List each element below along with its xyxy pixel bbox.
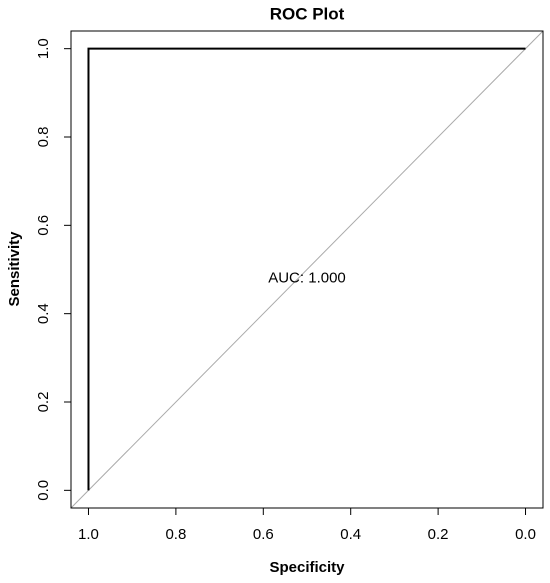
x-tick-label: 0.8 <box>165 526 186 543</box>
x-tick-label: 0.2 <box>428 526 449 543</box>
plot-frame <box>70 30 544 509</box>
annotation: AUC: 1.000 <box>268 269 346 286</box>
x-tick-label: 1.0 <box>78 526 99 543</box>
x-tick-label: 0.4 <box>340 526 361 543</box>
y-tick-label: 0.8 <box>35 127 52 148</box>
y-axis-label: Sensitivity <box>6 231 23 307</box>
chart-title: ROC Plot <box>270 4 345 23</box>
y-tick-label: 0.2 <box>35 392 52 413</box>
y-tick-label: 1.0 <box>35 38 52 59</box>
x-tick-label: 0.0 <box>515 526 536 543</box>
y-tick-label: 0.4 <box>35 303 52 324</box>
y-tick-label: 0.0 <box>35 480 52 501</box>
y-tick-label: 0.6 <box>35 215 52 236</box>
x-tick-label: 0.6 <box>253 526 274 543</box>
reference-line <box>71 31 543 508</box>
x-axis-label: Specificity <box>269 559 345 576</box>
roc-curve <box>87 47 526 491</box>
